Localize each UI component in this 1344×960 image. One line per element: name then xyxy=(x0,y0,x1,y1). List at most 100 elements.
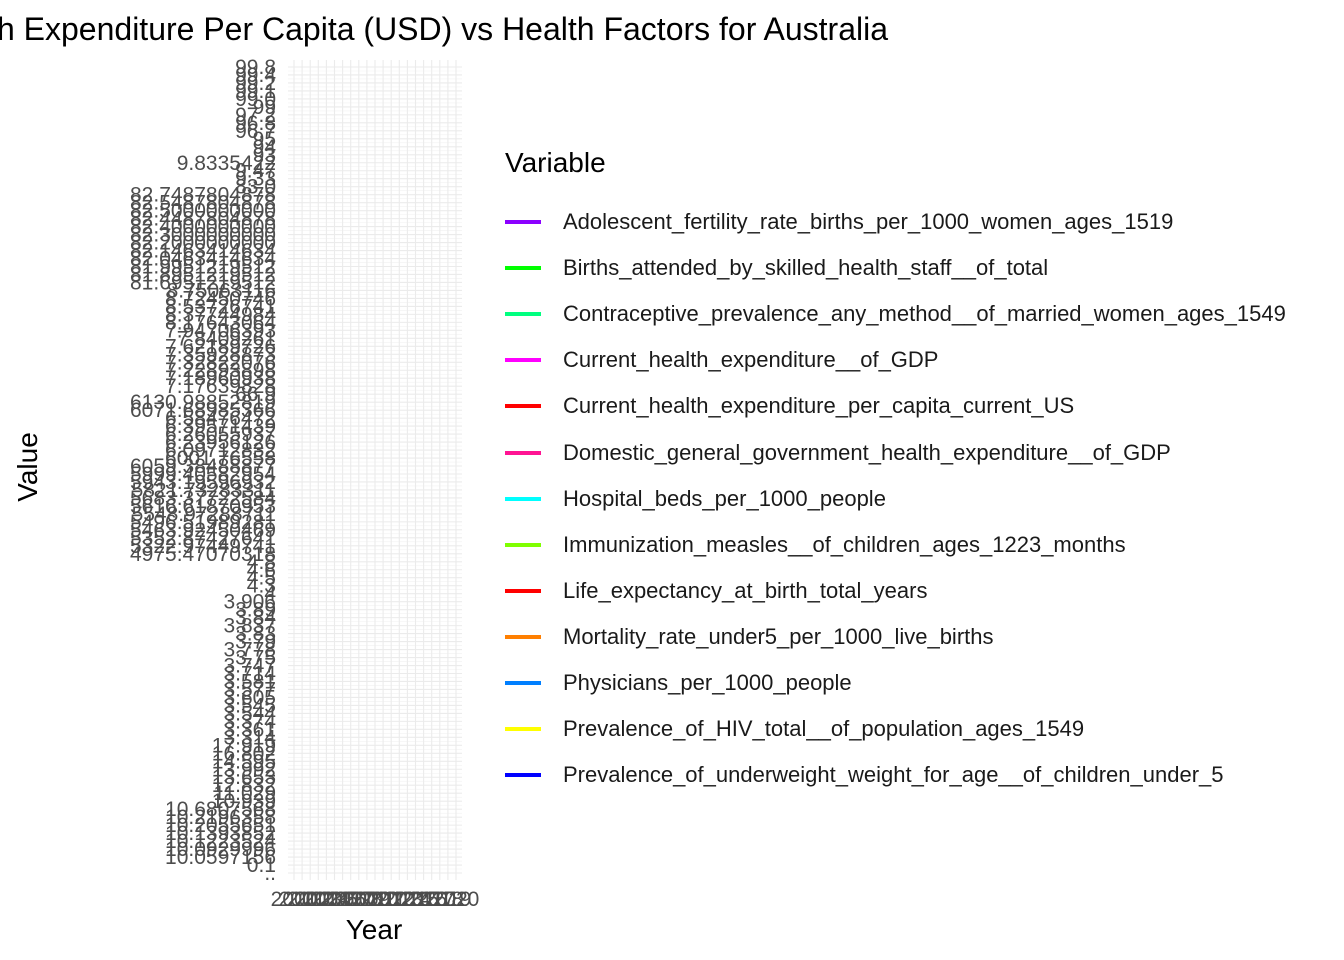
legend-label: Adolescent_fertility_rate_births_per_100… xyxy=(563,209,1174,235)
y-tick-label: 13.653 xyxy=(212,766,276,789)
y-tick-label: 12.832 xyxy=(212,774,276,797)
y-tick-label: 5683.37722584 xyxy=(130,487,276,510)
y-tick-label: 9.8335422 xyxy=(177,152,276,175)
y-tick-label: 3.747 xyxy=(223,655,276,678)
y-tick-label: 3.84 xyxy=(235,607,276,630)
y-tick-label: 3.545 xyxy=(223,694,276,717)
legend-swatch xyxy=(505,496,541,501)
x-axis-ticks: 2000200120022003200420052006200720082009… xyxy=(271,888,480,911)
x-tick-label: 2014 xyxy=(384,888,431,911)
x-tick-label: 2006 xyxy=(319,888,366,911)
y-tick-label: 66.9 xyxy=(235,383,276,406)
x-tick-label: 2017 xyxy=(408,888,455,911)
y-tick-label: 82.4487804878 xyxy=(130,208,276,231)
legend-label: Immunization_measles__of_children_ages_1… xyxy=(563,531,1126,557)
y-tick-label: 6.26055937 xyxy=(165,423,276,446)
legend-swatch xyxy=(505,588,541,593)
x-tick-label: 2005 xyxy=(311,888,358,911)
y-tick-label: 4.6 xyxy=(247,559,276,582)
y-tick-label: 3.374 xyxy=(223,710,276,733)
y-tick-label: 82.0463414634 xyxy=(130,248,276,271)
legend-label: Births_attended_by_skilled_health_staff_… xyxy=(563,255,1049,281)
y-tick-label: 99.4 xyxy=(235,64,276,87)
legend-label: Prevalence_of_HIV_total__of_population_a… xyxy=(563,716,1085,742)
legend-swatch xyxy=(505,727,541,732)
x-tick-label: 2020 xyxy=(433,888,480,911)
y-tick-label: 10.2196358 xyxy=(165,806,276,829)
legend-item: Current_health_expenditure_per_capita_cu… xyxy=(505,383,1286,429)
y-tick-label: 99.1 xyxy=(235,80,276,103)
y-tick-label: 5352.87427641 xyxy=(130,527,276,550)
legend-item: Domestic_general_government_health_expen… xyxy=(505,429,1286,475)
legend: Variable Adolescent_fertility_rate_birth… xyxy=(505,143,1286,798)
y-tick-label: 3.83 xyxy=(235,623,276,646)
legend-items: Adolescent_fertility_rate_births_per_100… xyxy=(505,199,1286,798)
y-tick-label: 3.544 xyxy=(223,702,276,725)
x-tick-label: 2012 xyxy=(368,888,415,911)
y-tick-label: 3.605 xyxy=(223,686,276,709)
y-tick-label: 3.314 xyxy=(223,726,276,749)
legend-swatch xyxy=(505,312,541,317)
legend-title: Variable xyxy=(505,147,606,178)
legend-item: Current_health_expenditure__of_GDP xyxy=(505,337,1286,383)
legend-item: Immunization_measles__of_children_ages_1… xyxy=(505,522,1286,568)
y-tick-label: 97.2 xyxy=(235,104,276,127)
legend-label: Life_expectancy_at_birth_total_years xyxy=(563,577,928,603)
legend-item: Births_attended_by_skilled_health_staff_… xyxy=(505,245,1286,291)
legend-item: Adolescent_fertility_rate_births_per_100… xyxy=(505,199,1286,245)
y-tick-label: 83.0 xyxy=(235,176,276,199)
y-tick-label: 82.1463414634 xyxy=(130,240,276,263)
legend-item: Physicians_per_1000_people xyxy=(505,660,1286,706)
y-tick-label: 4 xyxy=(264,583,276,606)
y-tick-label: 82.7487804878 xyxy=(130,184,276,207)
x-tick-label: 2011 xyxy=(361,888,406,911)
y-tick-label: 6130.98852819 xyxy=(130,391,276,414)
y-tick-label: 16.802 xyxy=(212,742,276,765)
y-tick-label: 96.7 xyxy=(235,120,276,143)
y-tick-label: 5616.61870953 xyxy=(130,495,276,518)
plot-grid xyxy=(288,60,462,880)
y-tick-label: 8.75063116 xyxy=(167,279,276,302)
y-tick-label: 8.37744984 xyxy=(165,303,276,326)
y-tick-label: 3.906 xyxy=(223,591,276,614)
x-tick-label: 2019 xyxy=(425,888,472,911)
legend-label: Mortality_rate_under5_per_1000_live_birt… xyxy=(563,623,994,649)
y-tick-label: 11.029 xyxy=(213,782,276,805)
y-tick-label: 10.939 xyxy=(212,790,276,813)
legend-label: Contraceptive_prevalence_any_method__of_… xyxy=(563,301,1286,327)
x-axis-label: Year xyxy=(346,914,403,945)
legend-swatch xyxy=(505,542,541,547)
y-tick-label: 14.595 xyxy=(212,750,276,773)
y-tick-label: 99.2 xyxy=(235,72,276,95)
legend-swatch xyxy=(505,220,541,225)
y-tick-label: 95 xyxy=(253,128,276,151)
x-tick-label: 2010 xyxy=(352,888,399,911)
y-axis-label: Value xyxy=(12,432,43,502)
legend-item: Contraceptive_prevalence_any_method__of_… xyxy=(505,291,1286,337)
y-tick-label: 6.23956126 xyxy=(165,431,276,454)
y-tick-label: 7.18960938 xyxy=(165,367,276,390)
y-tick-label: 3.89 xyxy=(235,599,276,622)
y-tick-label: 9.33 xyxy=(235,168,276,191)
y-tick-label: 3.778 xyxy=(223,639,276,662)
x-tick-label: 2003 xyxy=(295,888,342,911)
y-tick-label: 82.4000000000 xyxy=(130,216,276,239)
y-tick-label: 10.2055651 xyxy=(165,814,276,837)
y-tick-label: 3.79 xyxy=(235,631,276,654)
y-tick-label: 5999.40582954 xyxy=(130,463,276,486)
x-tick-label: 2004 xyxy=(303,888,350,911)
y-tick-label: 10.1223524 xyxy=(165,830,276,853)
y-tick-label: 8.17643064 xyxy=(165,311,276,334)
chart-title: Current Health Expenditure Per Capita (U… xyxy=(0,11,888,47)
y-tick-label: 7.94706393 xyxy=(165,319,276,342)
y-tick-label: 10.0597156 xyxy=(165,846,276,869)
y-tick-label: 10.1393852 xyxy=(165,822,276,845)
y-tick-label: 3.75 xyxy=(235,647,276,670)
y-tick-label: 81.9951219512 xyxy=(130,256,276,279)
x-tick-label: 2001 xyxy=(279,888,326,911)
y-tick-label: 5322.97449741 xyxy=(130,535,276,558)
legend-swatch xyxy=(505,680,541,685)
legend-item: Mortality_rate_under5_per_1000_live_birt… xyxy=(505,614,1286,660)
y-tick-label: 99.0 xyxy=(235,88,276,111)
